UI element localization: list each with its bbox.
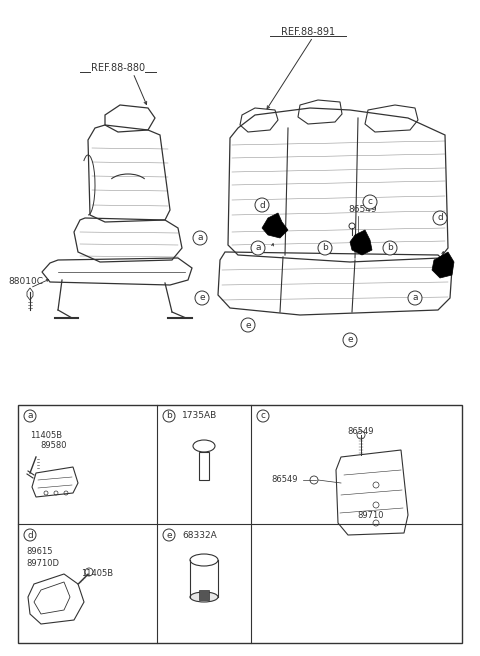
Text: 68332A: 68332A xyxy=(182,531,217,539)
Circle shape xyxy=(241,318,255,332)
Circle shape xyxy=(363,195,377,209)
Circle shape xyxy=(163,529,175,541)
Text: 89710: 89710 xyxy=(358,512,384,520)
Text: 89580: 89580 xyxy=(40,441,67,451)
Text: e: e xyxy=(166,531,172,539)
Text: 89710D: 89710D xyxy=(26,560,59,569)
Text: 1735AB: 1735AB xyxy=(182,411,217,420)
Text: 88010C: 88010C xyxy=(8,277,43,287)
Text: 86549: 86549 xyxy=(348,426,374,436)
Text: e: e xyxy=(199,293,205,302)
Bar xyxy=(199,590,209,600)
Text: 89615: 89615 xyxy=(26,548,52,556)
Circle shape xyxy=(257,410,269,422)
Text: b: b xyxy=(322,243,328,253)
Text: 11405B: 11405B xyxy=(81,569,113,579)
Ellipse shape xyxy=(190,592,218,602)
Polygon shape xyxy=(432,252,454,278)
Text: a: a xyxy=(197,234,203,243)
Text: b: b xyxy=(166,411,172,420)
Text: 86549: 86549 xyxy=(348,205,377,215)
Circle shape xyxy=(255,198,269,212)
Circle shape xyxy=(193,231,207,245)
Text: c: c xyxy=(368,197,372,207)
Text: d: d xyxy=(259,201,265,209)
Circle shape xyxy=(433,211,447,225)
Text: b: b xyxy=(387,243,393,253)
Circle shape xyxy=(24,529,36,541)
Circle shape xyxy=(163,410,175,422)
Text: a: a xyxy=(27,411,33,420)
Bar xyxy=(199,452,209,480)
Bar xyxy=(18,405,462,643)
Circle shape xyxy=(318,241,332,255)
Text: a: a xyxy=(255,243,261,253)
Circle shape xyxy=(251,241,265,255)
Polygon shape xyxy=(350,230,372,255)
Circle shape xyxy=(195,291,209,305)
Circle shape xyxy=(408,291,422,305)
Text: e: e xyxy=(347,335,353,344)
Text: REF.88-891: REF.88-891 xyxy=(281,27,335,37)
Circle shape xyxy=(24,410,36,422)
Text: a: a xyxy=(412,293,418,302)
Polygon shape xyxy=(262,213,288,238)
Circle shape xyxy=(343,333,357,347)
Circle shape xyxy=(383,241,397,255)
Text: 11405B: 11405B xyxy=(30,430,62,440)
Text: 86549: 86549 xyxy=(271,476,298,485)
Text: d: d xyxy=(27,531,33,539)
Text: c: c xyxy=(261,411,265,420)
Text: e: e xyxy=(245,321,251,329)
Text: REF.88-880: REF.88-880 xyxy=(91,63,145,73)
Text: d: d xyxy=(437,213,443,222)
